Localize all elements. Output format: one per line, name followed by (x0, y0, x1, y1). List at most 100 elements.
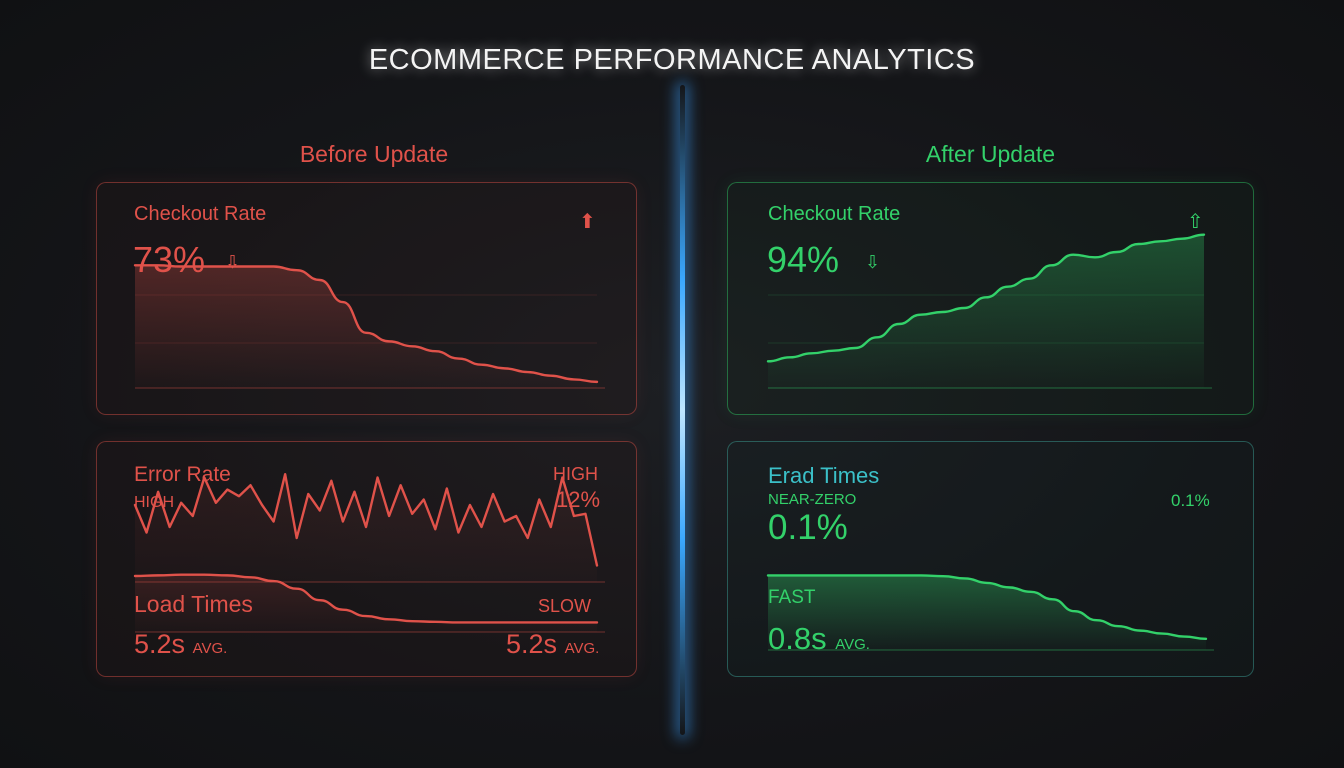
after-checkout-rate-point-5 (876, 336, 878, 338)
after-checkout-rate-point-9 (963, 307, 965, 309)
before-error-rate-point-30 (480, 526, 482, 528)
before-error-rate-point-21 (376, 476, 378, 478)
before-error-rate-point-25 (423, 498, 425, 500)
after-checkout-rate-point-7 (919, 313, 921, 315)
before-error-rate-point-26 (434, 528, 436, 530)
before-error-rate-point-38 (573, 515, 575, 517)
after-load-times-point-11 (1008, 586, 1010, 588)
after-error-tag: NEAR-ZERO (768, 491, 857, 508)
after-load-times-point-15 (1095, 619, 1097, 621)
after-load-times-point-14 (1073, 610, 1075, 612)
before-checkout-rate-point-11 (388, 340, 390, 342)
after-error-value: 0.1% (768, 508, 848, 547)
before-error-rate-point-10 (249, 484, 251, 486)
before-error-rate-line (133, 473, 599, 567)
after-load-times-point-3 (833, 574, 835, 576)
after-load-value: 0.8s AVG. (768, 621, 870, 657)
before-error-rate-point-18 (342, 520, 344, 522)
after-checkout-rate-point-0 (767, 360, 769, 362)
after-load-times-point-17 (1139, 629, 1141, 631)
before-load-times-point-16 (503, 621, 505, 623)
after-checkout-label: Checkout Rate (768, 203, 901, 225)
after-load-times-point-4 (854, 574, 856, 576)
after-load-times-point-8 (942, 575, 944, 577)
after-checkout-rate-point-10 (985, 296, 987, 298)
before-error-rate-point-22 (388, 515, 390, 517)
after-load-times-point-6 (898, 574, 900, 576)
before-load-times-point-15 (480, 621, 482, 623)
before-load-times-point-14 (457, 621, 459, 623)
before-error-right-value: 12% (556, 487, 601, 512)
after-checkout-rate-point-19 (1181, 237, 1183, 239)
after-checkout-chart (766, 233, 1212, 389)
before-error-rate-point-20 (365, 526, 367, 528)
after-load-times-point-7 (920, 574, 922, 576)
after-checkout-rate-point-4 (854, 347, 856, 349)
before-checkout-rate-point-9 (342, 301, 344, 303)
before-error-right-tag: HIGH (553, 464, 598, 484)
page-title: ECOMMERCE PERFORMANCE ANALYTICS (368, 44, 976, 76)
after-load-times-point-13 (1052, 598, 1054, 600)
before-error-rate-point-12 (272, 520, 274, 522)
before-error-load-panel: Error Rate HIGH HIGH 12% Load Times SLOW… (96, 441, 637, 677)
before-error-rate-point-9 (238, 495, 240, 497)
before-error-rate-point-24 (411, 513, 413, 515)
after-error-label: Erad Times (768, 463, 880, 488)
before-error-label: Error Rate (134, 463, 231, 486)
before-load-times-point-12 (411, 620, 413, 622)
before-error-rate-point-3 (168, 526, 170, 528)
after-load-times-point-0 (767, 574, 769, 576)
before-load-right-unit: AVG. (564, 640, 600, 657)
after-load-times-point-2 (811, 574, 813, 576)
before-checkout-panel: Checkout Rate 73% ⇩ ⬆ (96, 182, 637, 415)
before-error-rate-point-34 (527, 537, 529, 539)
after-load-times-area (768, 575, 1206, 650)
after-checkout-rate-point-20 (1203, 233, 1205, 235)
before-checkout-rate-point-16 (503, 367, 505, 369)
before-error-rate-point-31 (492, 493, 494, 495)
after-load-times-point-9 (964, 577, 966, 579)
after-load-times-point-16 (1117, 625, 1119, 627)
after-load-times-point-1 (789, 574, 791, 576)
before-load-times-point-13 (434, 621, 436, 623)
before-load-times-line (133, 573, 599, 624)
before-error-rate-point-14 (296, 537, 298, 539)
after-load-tag: FAST (768, 587, 816, 608)
after-checkout-rate-point-2 (810, 352, 812, 354)
after-load-times-point-12 (1030, 591, 1032, 593)
before-load-right-value: 5.2s AVG. (506, 629, 599, 660)
before-checkout-rate-line (133, 264, 599, 384)
before-error-rate-point-15 (307, 493, 309, 495)
after-load-number: 0.8s (768, 621, 827, 656)
before-error-rate-point-8 (226, 488, 228, 490)
outline-down-arrow-icon: ⇩ (865, 252, 881, 272)
after-load-times-line (766, 574, 1208, 641)
after-load-chart (766, 574, 1214, 651)
before-error-rate-point-33 (515, 515, 517, 517)
after-load-times-point-5 (876, 574, 878, 576)
before-error-rate-point-1 (145, 531, 147, 533)
after-checkout-rate-point-8 (941, 311, 943, 313)
before-heading: Before Update (299, 141, 449, 167)
after-checkout-rate-point-13 (1050, 264, 1052, 266)
before-error-left-tag: HIGH (134, 494, 174, 511)
after-checkout-rate-point-3 (832, 349, 834, 351)
before-load-left-value: 5.2s AVG. (134, 629, 227, 660)
before-checkout-rate-point-15 (480, 363, 482, 365)
before-error-rate-point-4 (180, 502, 182, 504)
after-checkout-panel: Checkout Rate 94% ⇩ ⇧ (727, 182, 1254, 415)
before-load-times-point-17 (527, 621, 529, 623)
after-load-times-point-19 (1183, 635, 1185, 637)
before-checkout-rate-area (135, 265, 597, 388)
after-checkout-rate-point-16 (1116, 251, 1118, 253)
before-load-left-number: 5.2s (134, 629, 186, 659)
before-error-rate-point-32 (503, 520, 505, 522)
before-checkout-rate-point-20 (596, 381, 598, 383)
before-error-rate-point-16 (319, 509, 321, 511)
before-load-times-point-9 (342, 609, 344, 611)
after-load-times-point-10 (986, 582, 988, 584)
before-error-rate-point-11 (261, 504, 263, 506)
before-checkout-rate-point-17 (527, 371, 529, 373)
after-checkout-rate-point-17 (1137, 243, 1139, 245)
